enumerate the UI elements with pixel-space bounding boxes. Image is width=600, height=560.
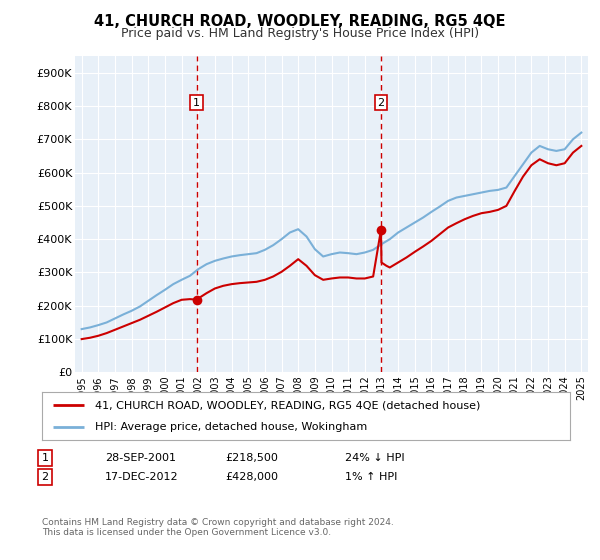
Text: 41, CHURCH ROAD, WOODLEY, READING, RG5 4QE (detached house): 41, CHURCH ROAD, WOODLEY, READING, RG5 4… <box>95 400 480 410</box>
Text: £428,000: £428,000 <box>225 472 278 482</box>
Text: HPI: Average price, detached house, Wokingham: HPI: Average price, detached house, Woki… <box>95 422 367 432</box>
Text: 2: 2 <box>41 472 49 482</box>
Text: £218,500: £218,500 <box>225 453 278 463</box>
Text: 17-DEC-2012: 17-DEC-2012 <box>105 472 179 482</box>
Text: 1: 1 <box>41 453 49 463</box>
Text: 28-SEP-2001: 28-SEP-2001 <box>105 453 176 463</box>
Text: 41, CHURCH ROAD, WOODLEY, READING, RG5 4QE: 41, CHURCH ROAD, WOODLEY, READING, RG5 4… <box>94 14 506 29</box>
Text: Contains HM Land Registry data © Crown copyright and database right 2024.
This d: Contains HM Land Registry data © Crown c… <box>42 518 394 538</box>
Text: 24% ↓ HPI: 24% ↓ HPI <box>345 453 404 463</box>
Text: 1% ↑ HPI: 1% ↑ HPI <box>345 472 397 482</box>
Text: 1: 1 <box>193 97 200 108</box>
Text: 2: 2 <box>377 97 385 108</box>
Text: Price paid vs. HM Land Registry's House Price Index (HPI): Price paid vs. HM Land Registry's House … <box>121 27 479 40</box>
